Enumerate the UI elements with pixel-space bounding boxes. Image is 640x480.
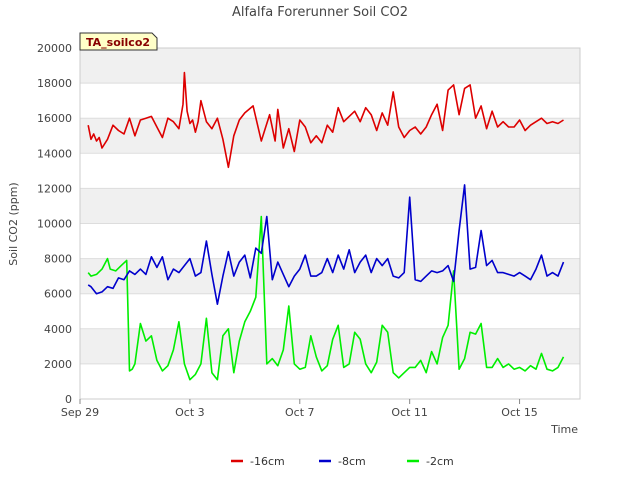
band — [80, 293, 580, 329]
y-tick-label: 8000 — [44, 253, 72, 266]
legend-label: -8cm — [338, 455, 366, 468]
x-tick-label: Oct 7 — [285, 406, 315, 419]
legend: -16cm -8cm -2cm — [231, 455, 454, 468]
series-lines — [87, 71, 565, 381]
x-axis: Sep 29 Oct 3 Oct 7 Oct 11 Oct 15 — [61, 399, 538, 419]
plot-frame — [79, 47, 581, 400]
band — [80, 363, 580, 399]
x-axis-label: Time — [550, 423, 578, 436]
band — [80, 328, 580, 364]
badge-label: TA_soilco2 — [86, 36, 150, 49]
y-tick-label: 20000 — [37, 42, 72, 55]
band — [80, 48, 580, 84]
legend-label: -16cm — [250, 455, 285, 468]
x-tick-label: Sep 29 — [61, 406, 99, 419]
y-tick-label: 4000 — [44, 323, 72, 336]
y-tick-label: 2000 — [44, 358, 72, 371]
y-tick-label: 14000 — [37, 147, 72, 160]
band — [80, 83, 580, 119]
band — [80, 153, 580, 189]
series-line-2cm — [87, 215, 565, 381]
y-tick-label: 12000 — [37, 182, 72, 195]
plot-background-bands — [80, 48, 580, 399]
series-line-8cm — [87, 184, 565, 306]
y-axis-label: Soil CO2 (ppm) — [7, 182, 20, 265]
chart-title: Alfalfa Forerunner Soil CO2 — [232, 5, 408, 20]
badge: TA_soilco2 — [79, 32, 158, 51]
x-tick-label: Oct 15 — [501, 406, 538, 419]
series-line-16cm — [87, 71, 564, 169]
x-tick-label: Oct 11 — [391, 406, 428, 419]
y-tick-label: 6000 — [44, 288, 72, 301]
badge-box — [79, 32, 158, 51]
y-tick-label: 0 — [65, 393, 72, 406]
x-tick-label: Oct 3 — [175, 406, 205, 419]
band — [80, 223, 580, 259]
legend-label: -2cm — [426, 455, 454, 468]
y-tick-label: 10000 — [37, 218, 72, 231]
band — [80, 188, 580, 224]
y-tick-label: 16000 — [37, 112, 72, 125]
y-tick-label: 18000 — [37, 77, 72, 90]
y-axis: 0 2000 4000 6000 8000 10000 12000 14000 16000 180… — [37, 42, 72, 406]
